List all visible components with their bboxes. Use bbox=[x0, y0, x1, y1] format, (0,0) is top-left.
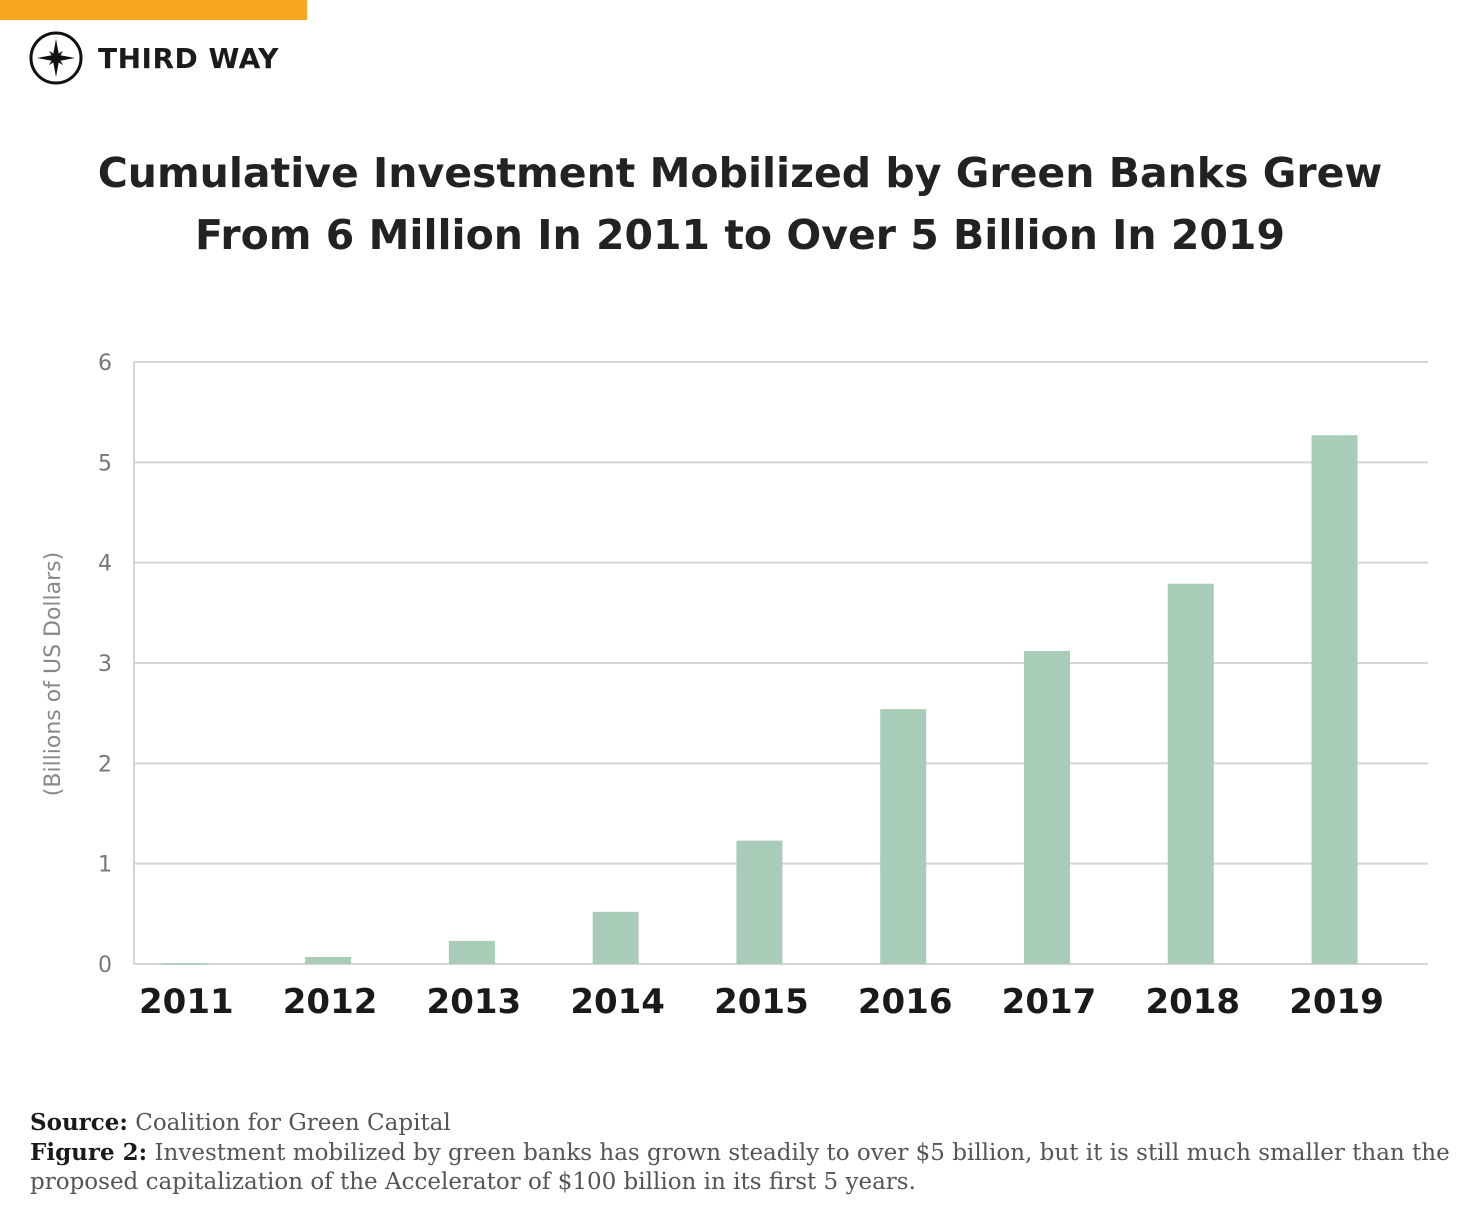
y-tick-label: 2 bbox=[98, 752, 112, 777]
y-tick-label: 5 bbox=[98, 451, 112, 476]
y-tick-label: 1 bbox=[98, 853, 112, 878]
bar-2016 bbox=[880, 709, 927, 964]
y-tick-label: 3 bbox=[98, 652, 112, 677]
title-line-2: From 6 Million In 2011 to Over 5 Billion… bbox=[195, 211, 1285, 259]
bar-2015 bbox=[736, 840, 783, 964]
y-axis-title: (Billions of US Dollars) bbox=[41, 552, 66, 796]
x-tick-label: 2013 bbox=[427, 982, 522, 1022]
bar-2011 bbox=[161, 963, 208, 965]
source-text: Coalition for Green Capital bbox=[135, 1110, 451, 1136]
x-tick-label: 2012 bbox=[283, 982, 378, 1022]
y-tick-label: 0 bbox=[98, 953, 112, 978]
chart-title: Cumulative Investment Mobilized by Green… bbox=[0, 142, 1480, 266]
bar-chart: 0 1 2 3 4 5 6 2011 2012 2013 2014 2015 2016 2017 2018 2… bbox=[41, 351, 1428, 1022]
source-label: Source: bbox=[30, 1109, 128, 1136]
bar-2012 bbox=[305, 956, 352, 964]
y-tick-label: 6 bbox=[98, 351, 112, 376]
y-tick-label: 4 bbox=[98, 552, 112, 577]
bar-2019 bbox=[1311, 435, 1358, 964]
x-tick-label: 2011 bbox=[139, 982, 234, 1022]
footer-notes: Source: Coalition for Green Capital Figu… bbox=[30, 1108, 1450, 1197]
title-line-1: Cumulative Investment Mobilized by Green… bbox=[97, 149, 1383, 197]
accent-top-bar bbox=[0, 0, 307, 20]
bar-2014 bbox=[592, 911, 639, 964]
x-tick-label: 2019 bbox=[1289, 982, 1384, 1022]
figure-text: Investment mobilized by green banks has … bbox=[30, 1140, 1450, 1195]
x-tick-label: 2015 bbox=[714, 982, 809, 1022]
x-tick-label: 2017 bbox=[1002, 982, 1097, 1022]
brand-name: THIRD WAY bbox=[98, 41, 279, 75]
figure-caption: Figure 2: Investment mobilized by green … bbox=[30, 1138, 1450, 1197]
x-tick-label: 2016 bbox=[858, 982, 953, 1022]
bar-2017 bbox=[1023, 650, 1070, 964]
bar-2018 bbox=[1167, 583, 1214, 964]
bar-2013 bbox=[448, 940, 495, 964]
figure-label: Figure 2: bbox=[30, 1139, 148, 1166]
x-tick-label: 2018 bbox=[1145, 982, 1240, 1022]
brand-logo: THIRD WAY bbox=[28, 30, 279, 86]
source-note: Source: Coalition for Green Capital bbox=[30, 1108, 1450, 1138]
compass-star-icon bbox=[29, 31, 83, 85]
x-tick-label: 2014 bbox=[570, 982, 665, 1022]
